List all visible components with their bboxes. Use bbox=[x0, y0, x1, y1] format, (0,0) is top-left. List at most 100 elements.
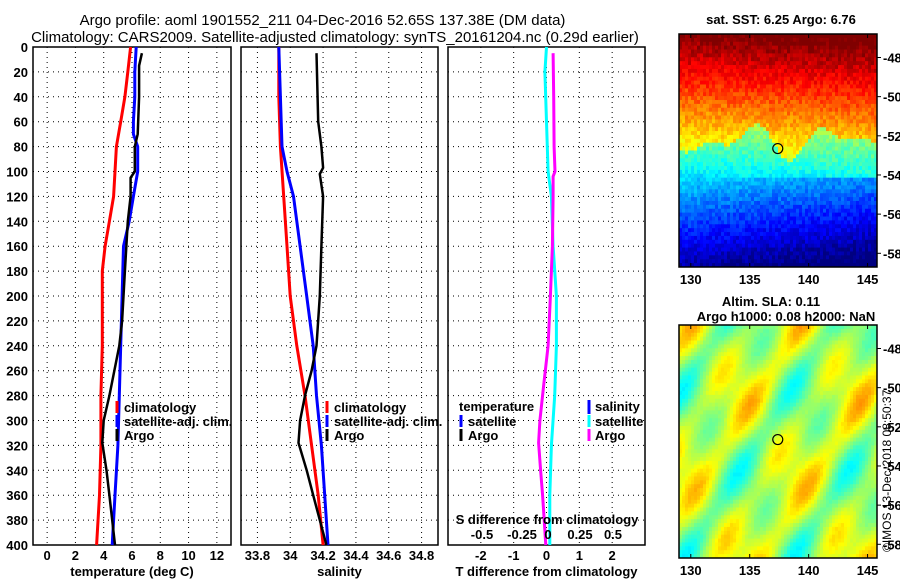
sst_map-cell bbox=[784, 37, 788, 43]
sst_map-cell bbox=[859, 228, 863, 233]
sst_map-cell bbox=[751, 107, 755, 113]
sst_map-cell bbox=[709, 68, 713, 74]
sla_map-cell bbox=[805, 359, 809, 365]
sla_map-cell bbox=[817, 325, 821, 330]
sst_map-cell bbox=[730, 197, 734, 202]
sla_map-cell bbox=[733, 325, 737, 330]
sla_map-cell bbox=[757, 328, 761, 334]
sst_map-cell bbox=[805, 177, 809, 182]
sst_map-cell bbox=[718, 142, 722, 148]
sst_map-cell bbox=[802, 111, 806, 116]
sst_map-cell bbox=[850, 181, 854, 186]
sst_map-cell bbox=[709, 134, 713, 140]
sst_map-cell bbox=[865, 228, 869, 233]
sst_map-cell bbox=[694, 37, 698, 43]
sst_map-cell bbox=[685, 103, 689, 109]
sst_map-cell bbox=[829, 84, 833, 89]
sst_map-cell bbox=[703, 189, 707, 194]
sst_map-cell bbox=[703, 119, 707, 124]
sst_map-cell bbox=[793, 239, 797, 245]
sst_map-cell bbox=[754, 169, 758, 175]
sst_map-cell bbox=[769, 243, 773, 248]
depth-tick-label: 160 bbox=[6, 239, 28, 254]
sst_map-cell bbox=[700, 53, 704, 58]
sst_map-cell bbox=[817, 49, 821, 54]
sla_map-cell bbox=[778, 340, 782, 345]
sst_map-cell bbox=[793, 162, 797, 167]
sla_map-cell bbox=[805, 336, 809, 341]
sst_map-cell bbox=[718, 235, 722, 241]
sst_map-cell bbox=[817, 123, 821, 128]
depth-tick-label: 400 bbox=[6, 538, 28, 553]
sst_map-cell bbox=[766, 37, 770, 43]
sst_map-cell bbox=[736, 185, 740, 190]
sst_map-cell bbox=[799, 53, 803, 58]
sla_map-cell bbox=[766, 359, 770, 365]
sst_map-cell bbox=[808, 41, 812, 47]
sst_map-cell bbox=[847, 123, 851, 128]
sst_map-cell bbox=[718, 232, 722, 237]
temperature-xtick-label: 10 bbox=[181, 548, 195, 563]
sst_map-cell bbox=[841, 220, 845, 225]
sst_map-cell bbox=[757, 103, 761, 109]
sst_map-cell bbox=[826, 232, 830, 237]
sla_map-cell bbox=[781, 328, 785, 334]
sst_map-cell bbox=[709, 146, 713, 151]
sla_map-cell bbox=[712, 367, 716, 372]
sst_map-cell bbox=[823, 208, 827, 214]
sla_map-cell bbox=[835, 367, 839, 372]
sst_map-cell bbox=[814, 243, 818, 248]
sst_map-cell bbox=[715, 169, 719, 175]
sst_map-cell bbox=[871, 204, 875, 210]
sst_map-cell bbox=[841, 49, 845, 54]
sst_map-cell bbox=[712, 61, 716, 66]
sst_map-cell bbox=[754, 41, 758, 47]
sst_map-cell bbox=[709, 76, 713, 81]
sst_map-cell bbox=[844, 212, 848, 217]
sst_map-cell bbox=[784, 243, 788, 248]
sla_map-cell bbox=[691, 340, 695, 345]
sst_map-cell bbox=[796, 154, 800, 159]
sla_map-cell bbox=[742, 359, 746, 365]
sla_map-cell bbox=[856, 363, 860, 369]
sst_map-cell bbox=[790, 103, 794, 109]
sst_map-cell bbox=[868, 127, 872, 132]
sst_map-cell bbox=[745, 68, 749, 74]
sst_map-cell bbox=[706, 154, 710, 159]
sst_map-cell bbox=[856, 80, 860, 85]
sst_map-cell bbox=[844, 96, 848, 101]
sst_map-cell bbox=[775, 200, 779, 206]
sst_map-cell bbox=[712, 162, 716, 167]
sst_map-cell bbox=[835, 259, 839, 264]
sla_map-cell bbox=[769, 344, 773, 349]
sst_map-cell bbox=[805, 111, 809, 116]
sst_map-cell bbox=[742, 100, 746, 105]
sst_map-cell bbox=[721, 49, 725, 54]
sst_map-cell bbox=[829, 243, 833, 248]
sst_map-cell bbox=[796, 189, 800, 194]
sst_map-cell bbox=[697, 100, 701, 105]
sst_map-cell bbox=[868, 100, 872, 105]
sla_map-cell bbox=[691, 325, 695, 330]
sst_map-cell bbox=[748, 204, 752, 210]
sst_map-cell bbox=[745, 204, 749, 210]
sla_map-cell bbox=[757, 332, 761, 338]
sst_map-cell bbox=[814, 185, 818, 190]
sst_map-cell bbox=[790, 162, 794, 167]
sst_map-cell bbox=[841, 123, 845, 128]
sst_map-cell bbox=[862, 57, 866, 62]
sst_map-cell bbox=[799, 49, 803, 54]
sst_map-cell bbox=[826, 150, 830, 155]
sst_map-cell bbox=[715, 72, 719, 78]
sst_map-cell bbox=[868, 208, 872, 214]
sst_map-cell bbox=[736, 127, 740, 132]
sst_map-cell bbox=[847, 72, 851, 78]
sst_map-cell bbox=[796, 185, 800, 190]
sst_map-cell bbox=[754, 57, 758, 62]
sst_map-cell bbox=[865, 103, 869, 109]
sst_map-cell bbox=[808, 72, 812, 78]
sst_map-cell bbox=[697, 169, 701, 175]
sst_map-cell bbox=[718, 138, 722, 144]
sst_map-cell bbox=[847, 220, 851, 225]
sst_map-cell bbox=[781, 34, 785, 39]
